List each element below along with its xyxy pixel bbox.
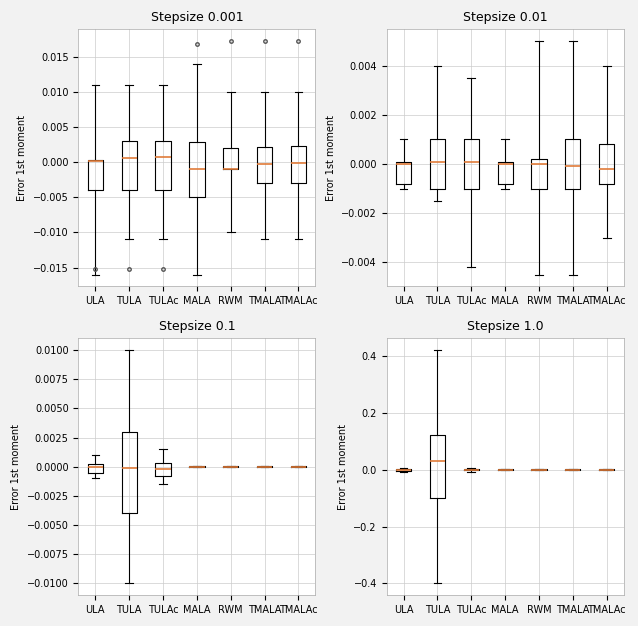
Y-axis label: Error 1st moment: Error 1st moment xyxy=(17,115,27,201)
Y-axis label: Error 1st moment: Error 1st moment xyxy=(338,424,348,510)
Title: Stepsize 0.001: Stepsize 0.001 xyxy=(151,11,243,24)
Title: Stepsize 1.0: Stepsize 1.0 xyxy=(467,320,544,333)
Title: Stepsize 0.01: Stepsize 0.01 xyxy=(463,11,547,24)
Title: Stepsize 0.1: Stepsize 0.1 xyxy=(159,320,235,333)
Y-axis label: Error 1st moment: Error 1st moment xyxy=(325,115,336,201)
Y-axis label: Error 1st moment: Error 1st moment xyxy=(11,424,21,510)
